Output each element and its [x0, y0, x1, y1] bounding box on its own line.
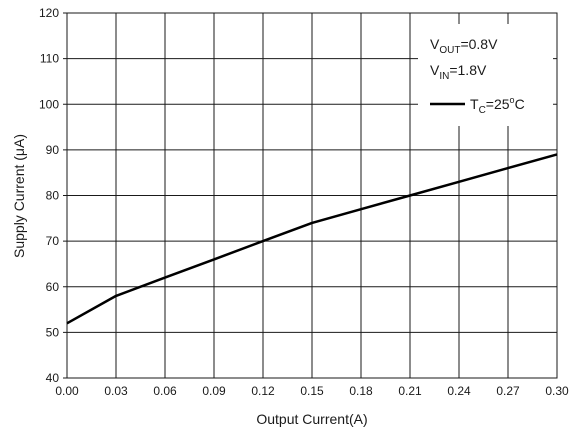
x-tick-label: 0.21	[398, 384, 422, 398]
x-tick-label: 0.06	[153, 384, 177, 398]
y-tick-labels: 40 50 60 70 80 90 100 110 120	[39, 6, 59, 385]
plot-frame	[66, 12, 558, 379]
y-tick-label: 90	[46, 143, 60, 157]
x-tick-label: 0.15	[300, 384, 324, 398]
legend-background	[418, 24, 553, 126]
y-tick-label: 40	[46, 371, 60, 385]
x-tick-label: 0.03	[104, 384, 128, 398]
x-tick-label: 0.24	[447, 384, 471, 398]
x-tick-label: 0.27	[496, 384, 520, 398]
x-tick-labels: 0.00 0.03 0.06 0.09 0.12 0.15 0.18 0.21 0.24 0.27…	[55, 384, 569, 398]
series-line	[66, 153, 558, 325]
x-tick-label: 0.09	[202, 384, 226, 398]
y-axis-label: Supply Current (μA)	[11, 134, 27, 258]
y-tick-label: 80	[46, 189, 60, 203]
legend-entry-tc: TC=25oC	[470, 95, 525, 116]
x-tick-label: 0.30	[545, 384, 569, 398]
x-axis-label: Output Current(A)	[256, 411, 367, 427]
y-tick-label: 50	[46, 325, 60, 339]
x-tick-label: 0.12	[251, 384, 275, 398]
x-tick-label: 0.18	[349, 384, 373, 398]
y-tick-label: 120	[39, 6, 59, 20]
annotation-vout: VOUT=0.8V	[430, 36, 498, 56]
y-tick-label: 110	[40, 52, 59, 66]
x-tick-label: 0.00	[55, 384, 79, 398]
annotation-vin: VIN=1.8V	[430, 62, 487, 82]
y-tick-label: 60	[46, 280, 60, 294]
y-tick-label: 70	[46, 234, 60, 248]
y-tick-label: 100	[39, 97, 59, 111]
